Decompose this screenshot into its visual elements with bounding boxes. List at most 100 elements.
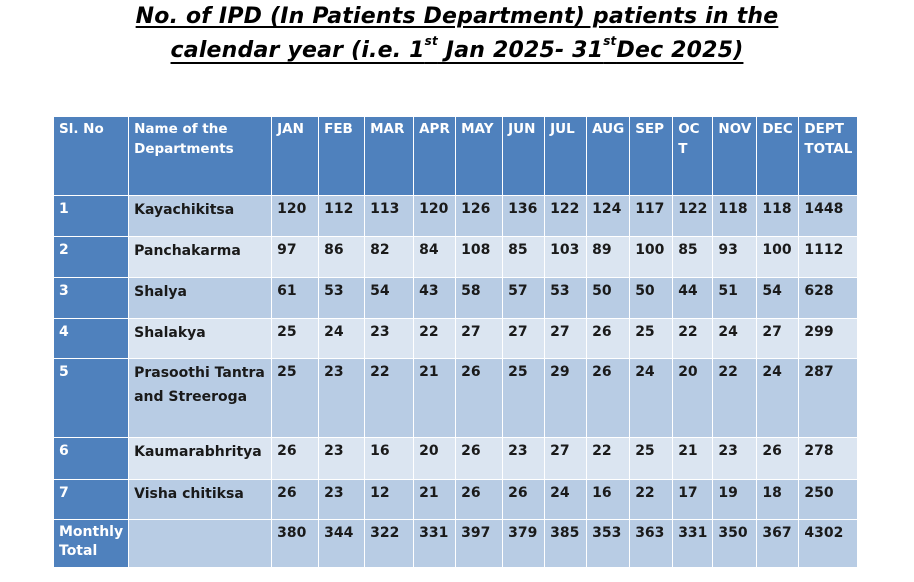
month-value-cell: 126 <box>455 195 504 237</box>
month-value-cell: 53 <box>544 277 588 319</box>
month-value-cell: 25 <box>271 358 320 438</box>
column-header: JAN <box>271 116 320 196</box>
month-value-cell: 103 <box>544 236 588 278</box>
column-header: Sl. No <box>52 116 130 196</box>
serial-number-cell: 5 <box>52 358 130 438</box>
monthly-total-cell: 344 <box>318 519 366 568</box>
month-value-cell: 22 <box>586 437 631 480</box>
page-subtitle: calendar year (i.e. 1st Jan 2025- 31stDe… <box>170 34 744 63</box>
dept-total-cell: 628 <box>798 277 859 319</box>
dept-total-cell: 250 <box>798 479 859 520</box>
empty-cell <box>128 519 273 568</box>
month-value-cell: 12 <box>364 479 415 520</box>
month-value-cell: 17 <box>672 479 714 520</box>
month-value-cell: 85 <box>502 236 546 278</box>
department-name-cell: Kayachikitsa <box>128 195 273 237</box>
month-value-cell: 22 <box>364 358 415 438</box>
monthly-total-cell: 363 <box>629 519 674 568</box>
month-value-cell: 22 <box>712 358 758 438</box>
month-value-cell: 29 <box>544 358 588 438</box>
column-header: NOV <box>712 116 758 196</box>
month-value-cell: 54 <box>364 277 415 319</box>
month-value-cell: 26 <box>455 479 504 520</box>
month-value-cell: 26 <box>586 318 631 359</box>
table-row: 6 Kaumarabhritya 26 23 16 20 26 23 27 22 25 21 23 26 2… <box>52 437 859 480</box>
table-row: 1 Kayachikitsa 120 112 113 120 126 136 122 124 117… <box>52 195 859 237</box>
month-value-cell: 57 <box>502 277 546 319</box>
month-value-cell: 27 <box>502 318 546 359</box>
month-value-cell: 43 <box>413 277 457 319</box>
column-header: MAY <box>455 116 504 196</box>
table-row: 7 Visha chitiksa 26 23 12 21 26 26 24 16 22 17 19 18 2… <box>52 479 859 520</box>
department-name-cell: Shalya <box>128 277 273 319</box>
month-value-cell: 21 <box>413 479 457 520</box>
monthly-total-cell: 353 <box>586 519 631 568</box>
month-value-cell: 25 <box>502 358 546 438</box>
month-value-cell: 18 <box>756 479 800 520</box>
column-header: Name of the Departments <box>128 116 273 196</box>
month-value-cell: 51 <box>712 277 758 319</box>
serial-number-cell: 4 <box>52 318 130 359</box>
month-value-cell: 136 <box>502 195 546 237</box>
month-value-cell: 23 <box>502 437 546 480</box>
department-name-cell: Kaumarabhritya <box>128 437 273 480</box>
monthly-total-cell: 322 <box>364 519 415 568</box>
month-value-cell: 23 <box>318 479 366 520</box>
month-value-cell: 122 <box>544 195 588 237</box>
month-value-cell: 27 <box>544 318 588 359</box>
month-value-cell: 97 <box>271 236 320 278</box>
month-value-cell: 25 <box>629 318 674 359</box>
month-value-cell: 54 <box>756 277 800 319</box>
month-value-cell: 117 <box>629 195 674 237</box>
column-header: SEP <box>629 116 674 196</box>
column-header: APR <box>413 116 457 196</box>
month-value-cell: 24 <box>318 318 366 359</box>
month-value-cell: 22 <box>413 318 457 359</box>
column-header: AUG <box>586 116 631 196</box>
month-value-cell: 118 <box>712 195 758 237</box>
month-value-cell: 23 <box>318 358 366 438</box>
month-value-cell: 53 <box>318 277 366 319</box>
month-value-cell: 58 <box>455 277 504 319</box>
month-value-cell: 120 <box>271 195 320 237</box>
dept-total-cell: 1112 <box>798 236 859 278</box>
month-value-cell: 26 <box>271 479 320 520</box>
month-value-cell: 24 <box>756 358 800 438</box>
table-row: 3 Shalya 61 53 54 43 58 57 53 50 50 44 51 54 628 <box>52 277 859 319</box>
monthly-total-cell: 331 <box>413 519 457 568</box>
month-value-cell: 82 <box>364 236 415 278</box>
month-value-cell: 100 <box>629 236 674 278</box>
ipd-table: Sl. No Name of the Departments JAN FEB MAR AP… <box>52 116 859 568</box>
month-value-cell: 26 <box>586 358 631 438</box>
column-header: JUL <box>544 116 588 196</box>
monthly-total-cell: 385 <box>544 519 588 568</box>
month-value-cell: 22 <box>629 479 674 520</box>
monthly-total-cell: 350 <box>712 519 758 568</box>
department-name-cell: Shalakya <box>128 318 273 359</box>
column-header: JUN <box>502 116 546 196</box>
month-value-cell: 118 <box>756 195 800 237</box>
month-value-cell: 26 <box>756 437 800 480</box>
month-value-cell: 20 <box>672 358 714 438</box>
month-value-cell: 19 <box>712 479 758 520</box>
department-name-cell: Panchakarma <box>128 236 273 278</box>
month-value-cell: 89 <box>586 236 631 278</box>
month-value-cell: 86 <box>318 236 366 278</box>
serial-number-cell: 3 <box>52 277 130 319</box>
month-value-cell: 27 <box>455 318 504 359</box>
month-value-cell: 25 <box>629 437 674 480</box>
column-header: DEC <box>756 116 800 196</box>
month-value-cell: 93 <box>712 236 758 278</box>
month-value-cell: 16 <box>364 437 415 480</box>
month-value-cell: 44 <box>672 277 714 319</box>
monthly-total-cell: 379 <box>502 519 546 568</box>
month-value-cell: 61 <box>271 277 320 319</box>
month-value-cell: 24 <box>629 358 674 438</box>
column-header: MAR <box>364 116 415 196</box>
month-value-cell: 100 <box>756 236 800 278</box>
table-row: 5 Prasoothi Tantra and Streeroga 25 23 22 21 2… <box>52 358 859 438</box>
grand-total-cell: 4302 <box>798 519 859 568</box>
month-value-cell: 23 <box>318 437 366 480</box>
month-value-cell: 26 <box>271 437 320 480</box>
column-header: FEB <box>318 116 366 196</box>
